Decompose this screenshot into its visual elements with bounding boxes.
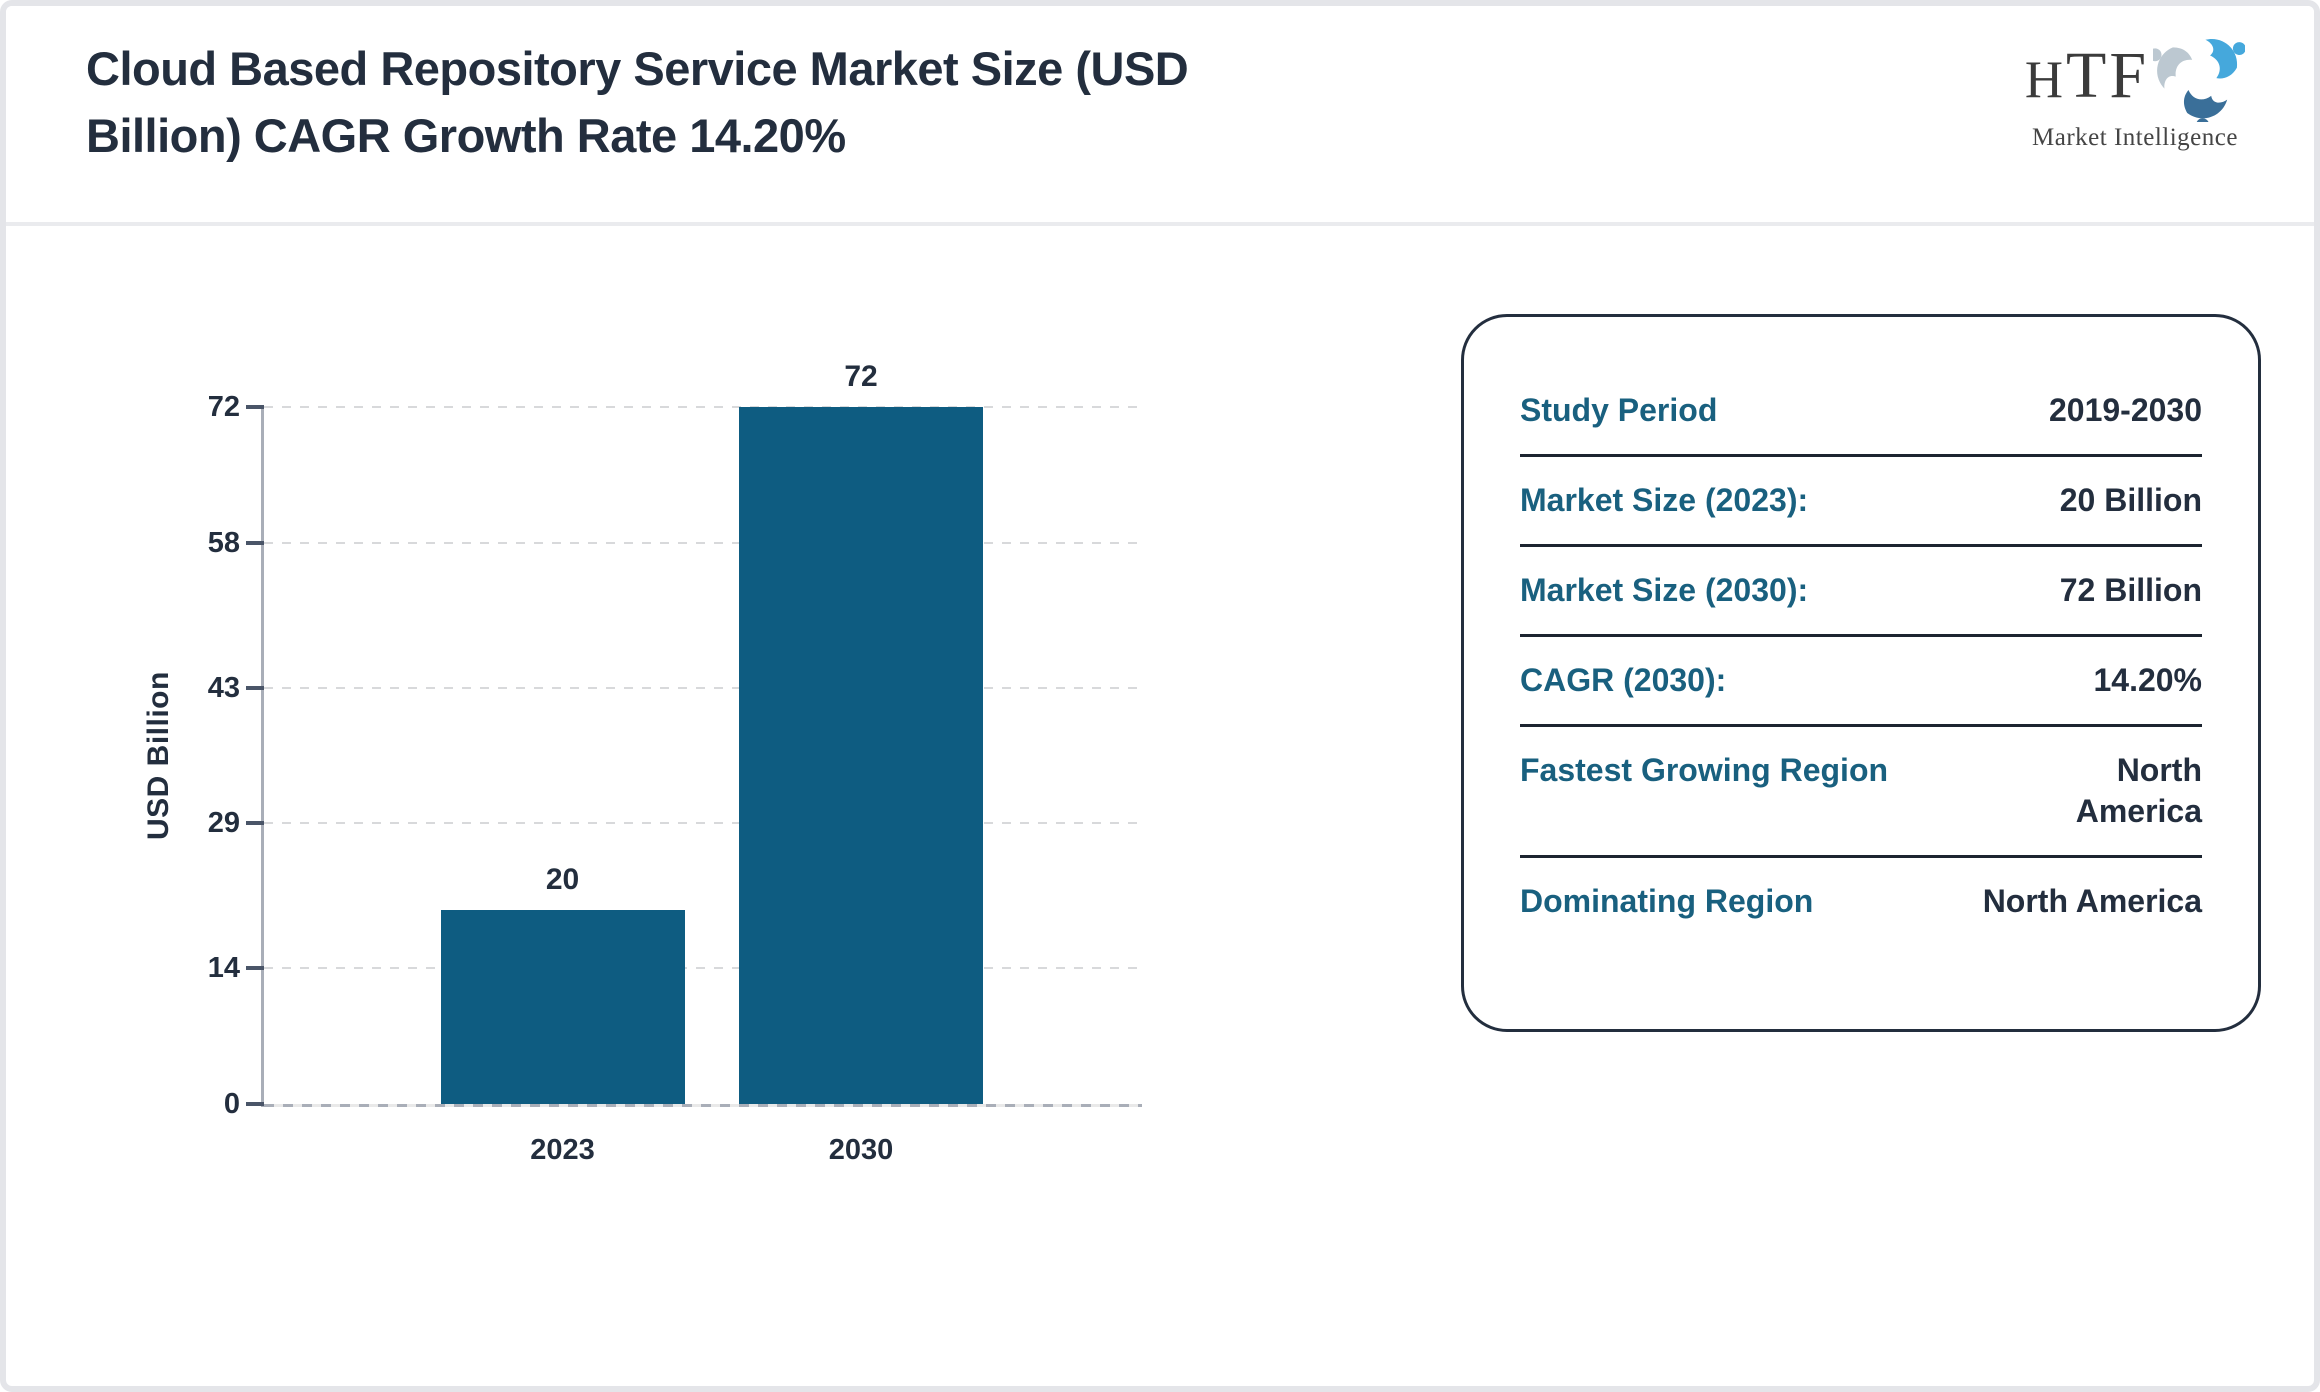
htf-logo-swirl-icon (2153, 38, 2246, 122)
y-tick-mark (246, 405, 264, 409)
summary-row-separator (1520, 723, 2202, 727)
summary-row-value: North America (2075, 751, 2202, 829)
gridline (264, 406, 1142, 408)
header: Cloud Based Repository Service Market Si… (6, 6, 2314, 226)
bar-value-label: 20 (545, 863, 580, 897)
y-axis-line (261, 407, 264, 1107)
y-tick-mark (246, 540, 264, 545)
summary-row-label: Dominating Region (1520, 882, 1814, 919)
market-summary-rows: Study Period 2019-2030 Market Size (2023):… (1520, 367, 2202, 945)
summary-row-separator (1520, 854, 2202, 858)
y-tick-label: 29 (207, 807, 240, 840)
summary-row: Dominating Region North America (1520, 858, 2202, 945)
bar-2030 (739, 407, 984, 1104)
htf-logo: HTF Market Intelligence (2010, 30, 2260, 152)
market-summary-card: Study Period 2019-2030 Market Size (2023):… (1461, 314, 2261, 1032)
page-title: Cloud Based Repository Service Market Si… (86, 42, 1189, 162)
y-tick-label: 0 (223, 1088, 240, 1120)
summary-row-label: Fastest Growing Region (1520, 751, 1889, 788)
gridline (264, 822, 1142, 825)
gridline (264, 686, 1142, 689)
summary-row-separator (1520, 633, 2202, 637)
y-tick-label: 43 (207, 671, 240, 704)
y-tick-label: 14 (207, 952, 240, 985)
y-tick-label: 72 (207, 391, 240, 423)
x-tick-label: 2030 (828, 1134, 894, 1166)
summary-row-value: 72 Billion (2059, 571, 2202, 608)
htf-logo-text: HTF (2024, 39, 2150, 112)
gridline (264, 541, 1142, 544)
bar-value-label: 72 (844, 360, 878, 393)
summary-row-separator (1520, 543, 2202, 547)
x-axis-baseline (264, 1104, 1142, 1107)
summary-row: Study Period 2019-2030 (1520, 367, 2202, 454)
summary-row-value: 20 Billion (2059, 481, 2202, 518)
y-tick-mark (246, 685, 264, 690)
summary-row: Fastest Growing Region North America (1520, 727, 2202, 855)
summary-row-label: Market Size (2030): (1520, 571, 1809, 608)
y-axis-title: USD Billion (142, 671, 175, 840)
bar-chart-plot-area: USD Billion 0 14 29 43 58 72 20 2023 72 2030 (142, 362, 1142, 1165)
summary-row-label: CAGR (2030): (1520, 661, 1727, 698)
summary-row: Market Size (2030): 72 Billion (1520, 547, 2202, 634)
summary-row-value: 2019-2030 (2048, 392, 2202, 428)
summary-row-label: Market Size (2023): (1520, 481, 1809, 518)
htf-logo-tagline: Market Intelligence (2032, 124, 2238, 151)
summary-row-value: North America (1982, 882, 2202, 919)
summary-row-label: Study Period (1520, 392, 1718, 428)
summary-row-separator (1520, 453, 2202, 457)
y-tick-mark (246, 966, 264, 971)
bar-2023 (440, 910, 685, 1104)
summary-row: Market Size (2023): 20 Billion (1520, 457, 2202, 544)
y-tick-mark (246, 1102, 264, 1106)
y-tick-label: 58 (207, 526, 240, 559)
summary-row-value: 14.20% (2093, 661, 2202, 698)
summary-row: CAGR (2030): 14.20% (1520, 637, 2202, 724)
gridline (264, 967, 1142, 970)
x-tick-label: 2023 (530, 1134, 595, 1166)
y-tick-mark (246, 821, 264, 826)
header-divider (6, 222, 2314, 226)
